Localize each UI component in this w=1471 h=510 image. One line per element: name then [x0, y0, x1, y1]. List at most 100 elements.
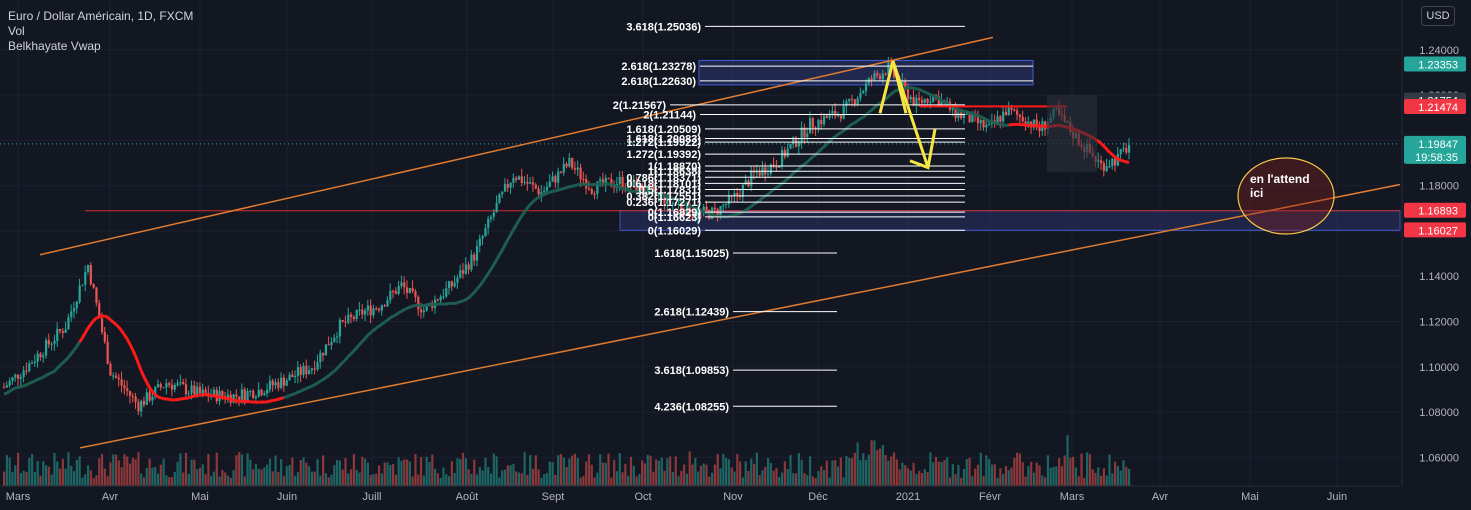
- volume-bar: [920, 472, 924, 486]
- volume-bar: [162, 458, 165, 486]
- volume-bar: [369, 475, 372, 486]
- volume-bar: [515, 471, 518, 486]
- volume-bar: [400, 460, 403, 486]
- candlesticks: [3, 56, 1131, 417]
- volume-bar: [962, 469, 966, 486]
- vwap-segment: [327, 372, 333, 377]
- volume-bar: [19, 473, 22, 486]
- candle-body: [151, 396, 154, 401]
- time-tick: Juill: [363, 491, 382, 503]
- vwap-segment: [514, 219, 521, 226]
- candle-body: [685, 203, 689, 215]
- vwap-segment: [470, 291, 476, 297]
- vwap-segment: [69, 349, 76, 355]
- candle-body: [324, 344, 328, 356]
- volume-bar: [585, 461, 588, 486]
- volume-bar: [131, 457, 134, 486]
- candle-body: [36, 353, 39, 362]
- vwap-segment: [397, 309, 403, 315]
- candle-body: [190, 385, 193, 394]
- vwap-segment: [378, 322, 383, 328]
- vwap-segment: [658, 192, 663, 197]
- volume-bar: [876, 450, 879, 486]
- candle-body: [531, 182, 535, 185]
- candle-body: [876, 73, 879, 76]
- volume-bar: [618, 453, 621, 486]
- vwap-segment: [266, 399, 271, 404]
- candle-body: [551, 176, 554, 182]
- candle-body: [495, 202, 498, 213]
- volume-bar: [145, 467, 148, 486]
- candle-body: [607, 177, 610, 180]
- candle-body: [610, 179, 613, 187]
- candle-body: [114, 375, 118, 378]
- currency-button[interactable]: USD: [1421, 6, 1455, 26]
- price-tick: 1.18000: [1419, 181, 1459, 193]
- volume-bar: [238, 452, 241, 486]
- candle-body: [565, 163, 568, 167]
- volume-bar: [1063, 455, 1066, 486]
- volume-bar: [985, 455, 988, 486]
- vwap-segment: [347, 352, 353, 358]
- candle-body: [257, 389, 260, 397]
- candle-body: [744, 180, 747, 185]
- volume-bar: [523, 452, 526, 486]
- fib-label: 1(1.18870): [648, 161, 702, 173]
- vwap-segment: [50, 369, 56, 375]
- volume-bar: [170, 477, 174, 486]
- volume-bar: [1027, 466, 1030, 486]
- price-tick: 1.12000: [1419, 317, 1459, 329]
- vwap-segment: [123, 333, 129, 340]
- price-axis[interactable]: 1.240001.220001.200001.180001.160001.140…: [1401, 0, 1471, 510]
- volume-bar: [733, 471, 736, 486]
- candle-body: [1100, 160, 1103, 164]
- volume-bar: [604, 462, 607, 486]
- volume-bar: [878, 448, 882, 486]
- vwap-segment: [280, 396, 285, 400]
- vwap-segment: [45, 372, 50, 377]
- volume-bar: [1052, 466, 1055, 486]
- volume-bar: [655, 459, 658, 486]
- volume-bar: [811, 476, 814, 486]
- volume-bar: [506, 465, 509, 486]
- volume-bar: [464, 458, 467, 486]
- candle-body: [470, 254, 473, 270]
- vwap-segment: [145, 381, 151, 389]
- vwap-segment: [982, 116, 988, 121]
- volume-bar: [1116, 466, 1120, 486]
- volume-bar: [288, 465, 291, 486]
- time-tick: Déc: [808, 491, 828, 503]
- volume-bar: [310, 471, 314, 486]
- vwap-segment: [112, 320, 117, 326]
- candle-body: [688, 203, 691, 217]
- vwap-segment: [355, 343, 361, 349]
- vwap-segment: [17, 385, 22, 390]
- vwap-segment: [403, 306, 408, 312]
- volume-bar: [898, 469, 901, 486]
- volume-bar: [649, 455, 652, 486]
- volume-bar: [431, 454, 434, 486]
- volume-bar: [190, 459, 193, 486]
- candle-body: [512, 177, 515, 183]
- symbol-title[interactable]: Euro / Dollar Américain, 1D, FXCM: [8, 9, 194, 23]
- indicator-vwap[interactable]: Belkhayate Vwap: [8, 39, 101, 53]
- vwap-segment: [500, 244, 507, 251]
- candle-body: [67, 317, 70, 330]
- volume-bar: [691, 464, 694, 486]
- vwap-segment: [1108, 150, 1114, 156]
- candle-body: [694, 216, 697, 218]
- candle-body: [590, 189, 593, 194]
- volume-bar: [582, 476, 585, 486]
- candle-body: [464, 264, 467, 274]
- candle-body: [554, 176, 557, 183]
- indicator-volume[interactable]: Vol: [8, 24, 25, 38]
- volume-bar: [694, 458, 697, 486]
- vwap-segment: [506, 234, 512, 241]
- volume-bar: [554, 474, 557, 486]
- candle-body: [800, 127, 803, 142]
- volume-bar: [86, 465, 90, 486]
- price-tag-label: 1.16893: [1418, 206, 1458, 218]
- volume-bar: [895, 459, 898, 486]
- time-axis[interactable]: Mars Avr Mai Juin Juill Août Sept Oct Nov Déc 2021…: [0, 485, 1400, 503]
